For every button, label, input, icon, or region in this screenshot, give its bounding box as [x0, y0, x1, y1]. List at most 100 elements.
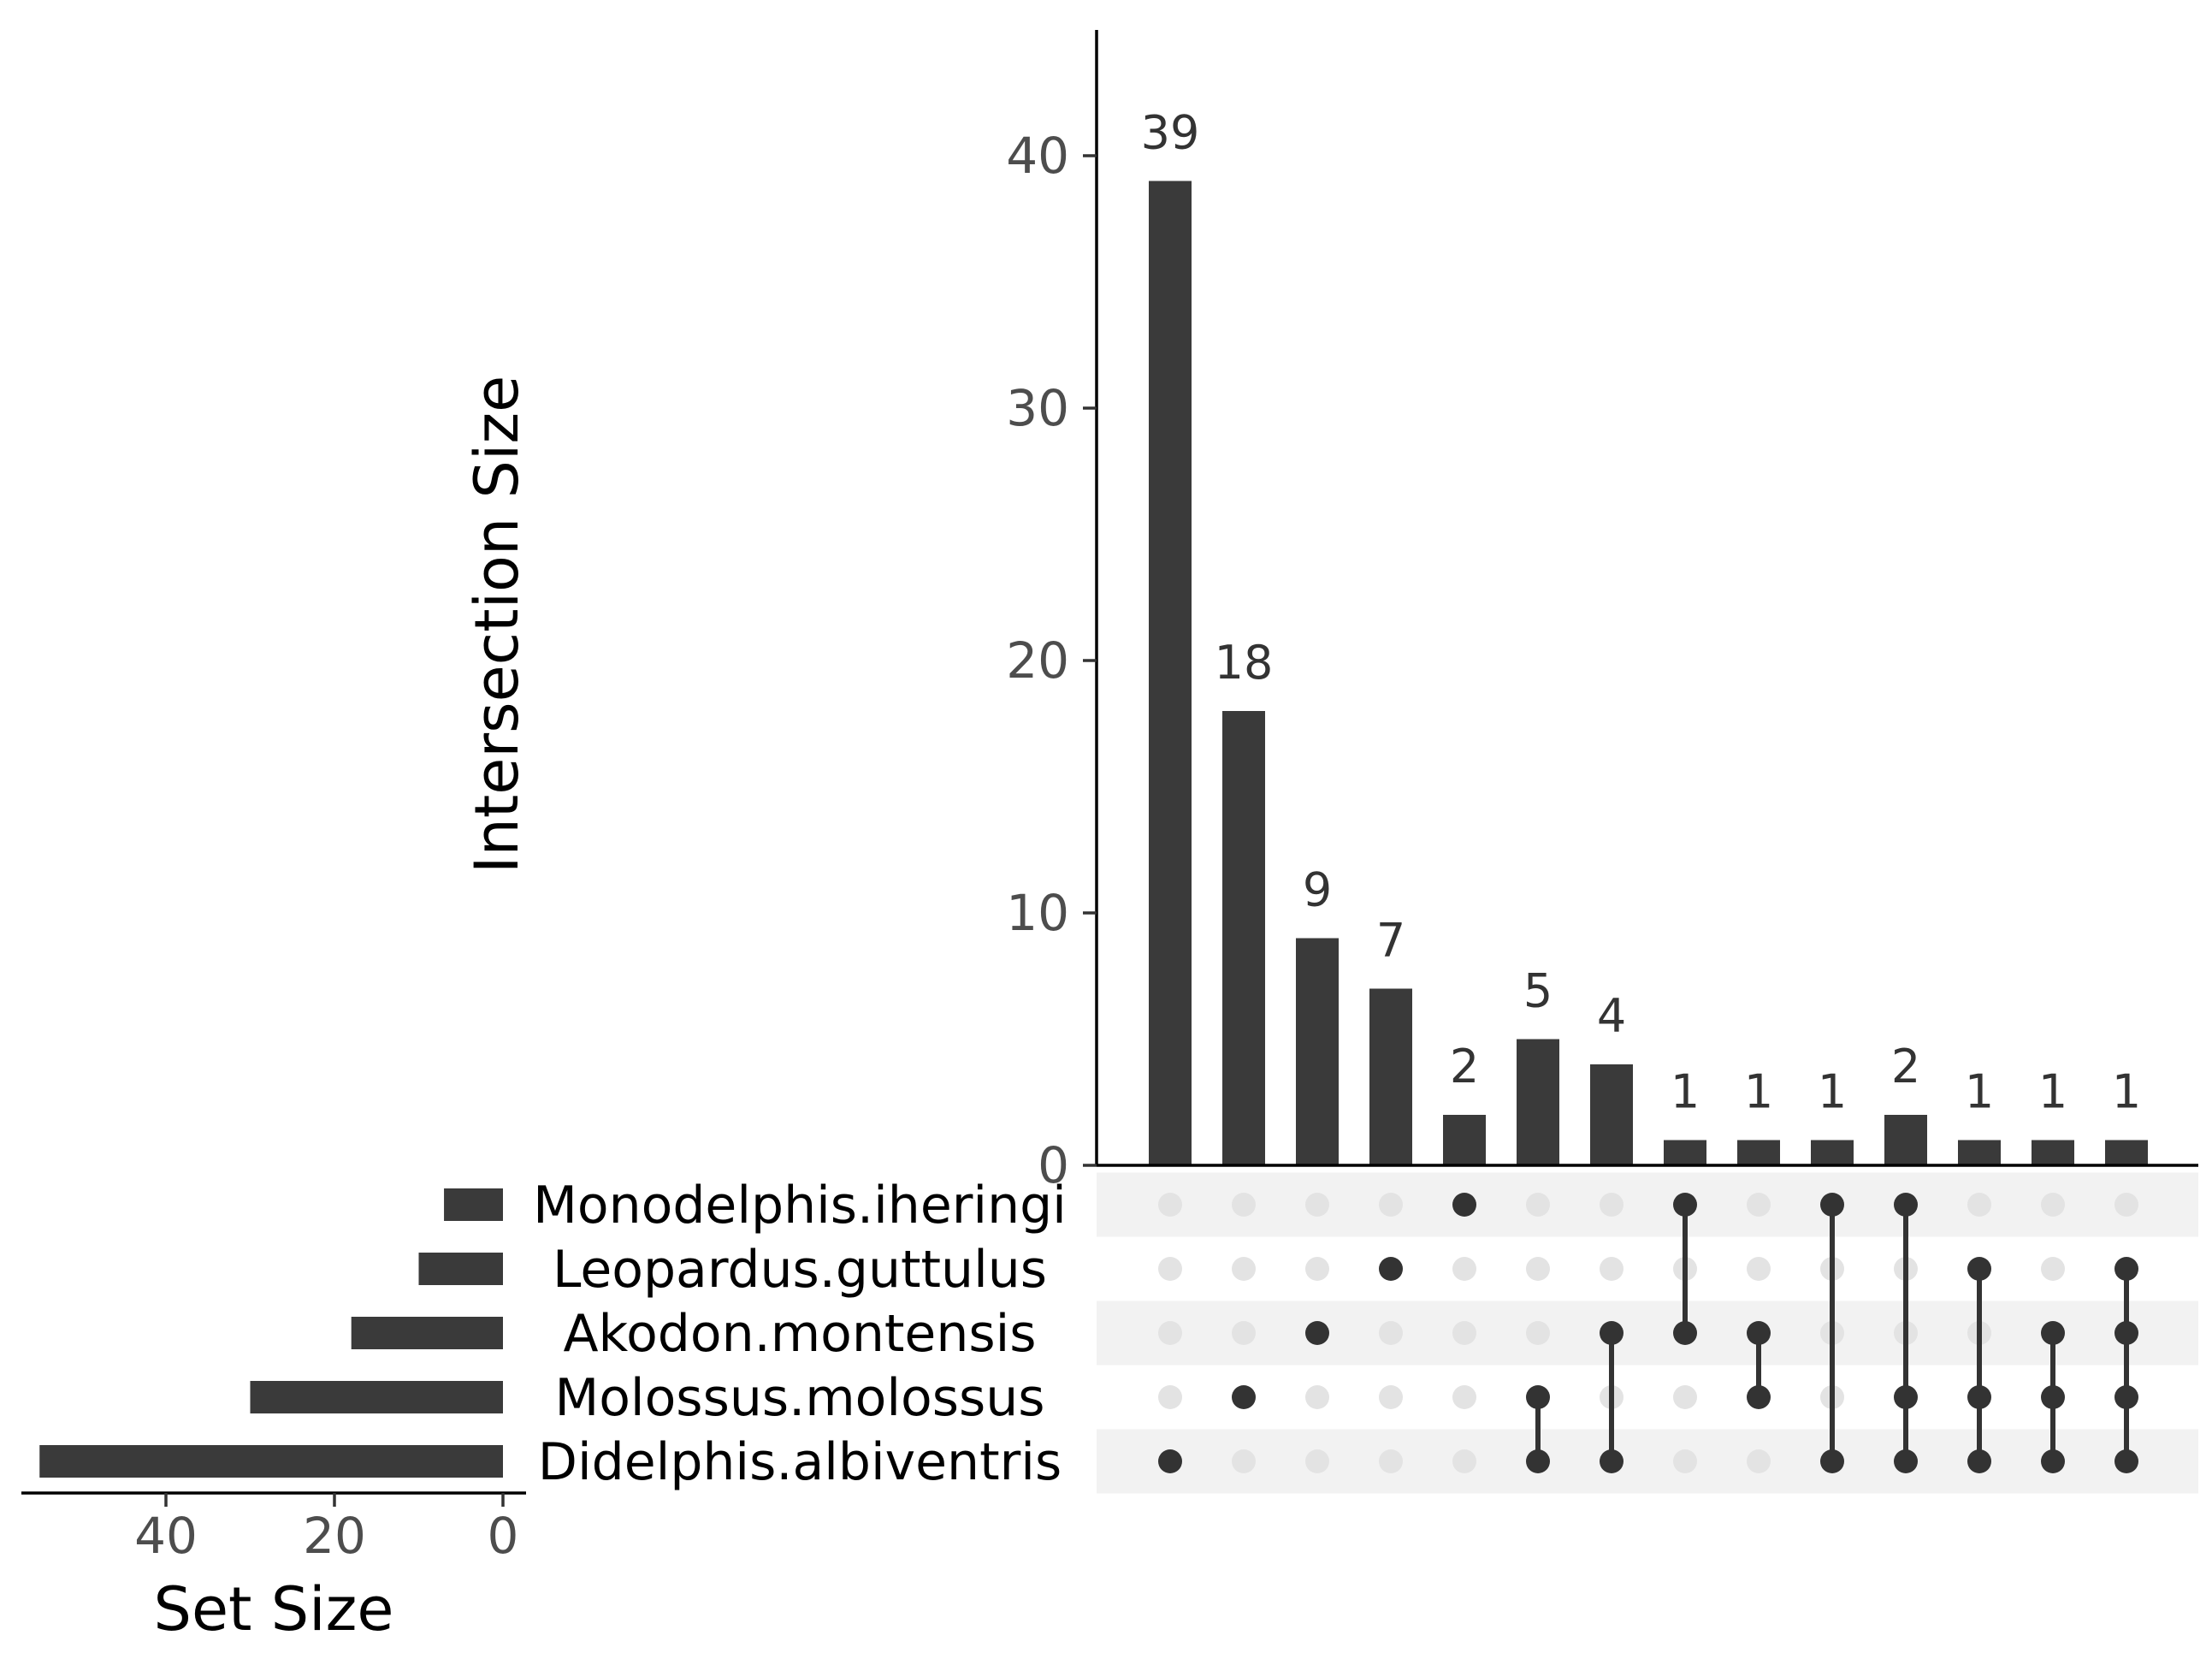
intersection-bar: [2032, 1140, 2074, 1165]
set-size-bar: [250, 1381, 503, 1413]
matrix-dot-inactive: [1158, 1321, 1182, 1345]
matrix-dot-inactive: [1747, 1449, 1771, 1473]
matrix-dot-active: [1894, 1449, 1918, 1473]
intersection-tick-label: 30: [1006, 379, 1069, 437]
intersection-bar-label: 5: [1523, 964, 1553, 1018]
intersection-bar: [1664, 1140, 1706, 1165]
intersection-bar-label: 2: [1891, 1040, 1920, 1093]
matrix-dot-active: [2114, 1257, 2138, 1281]
intersection-bar-label: 1: [2038, 1065, 2067, 1119]
set-size-bars: [39, 1188, 503, 1478]
matrix-dot-active: [2114, 1449, 2138, 1473]
intersection-bar-label: 1: [1671, 1065, 1700, 1119]
matrix-dot-active: [1673, 1321, 1697, 1345]
matrix-dot-inactive: [1379, 1385, 1403, 1409]
set-size-tick-label: 40: [134, 1507, 198, 1565]
matrix-dot-inactive: [1232, 1193, 1256, 1217]
matrix-dot-inactive: [1526, 1257, 1550, 1281]
set-size-tick-label: 20: [303, 1507, 366, 1565]
matrix-dot-inactive: [1747, 1193, 1771, 1217]
matrix-dot-inactive: [1452, 1449, 1476, 1473]
set-size-bar: [39, 1445, 503, 1478]
intersection-bar-label: 2: [1450, 1040, 1479, 1093]
matrix-dot-active: [1600, 1321, 1624, 1345]
matrix-dot-active: [1158, 1449, 1182, 1473]
intersection-bar-label: 1: [1818, 1065, 1847, 1119]
intersection-bar: [1884, 1115, 1927, 1165]
intersection-bar: [1517, 1039, 1559, 1165]
intersection-bar-label: 39: [1141, 106, 1200, 160]
matrix-dot-active: [2114, 1385, 2138, 1409]
set-label: Molossus.molossus: [554, 1368, 1044, 1428]
set-size-bar: [444, 1188, 503, 1221]
matrix-dot-inactive: [1379, 1193, 1403, 1217]
intersection-bar: [1737, 1140, 1780, 1165]
matrix-dot-active: [1526, 1449, 1550, 1473]
matrix-dot-inactive: [1158, 1385, 1182, 1409]
intersection-bar-label: 4: [1597, 989, 1626, 1043]
intersection-bars: [1149, 181, 2148, 1165]
matrix-dot-active: [1894, 1385, 1918, 1409]
matrix-dot-inactive: [1232, 1449, 1256, 1473]
matrix-dot-inactive: [1452, 1385, 1476, 1409]
set-size-bar: [418, 1253, 503, 1285]
matrix-dot-inactive: [1747, 1257, 1771, 1281]
matrix-dot-active: [1820, 1193, 1844, 1217]
set-labels: Monodelphis.iheringiLeopardus.guttulusAk…: [533, 1176, 1067, 1492]
matrix-dot-inactive: [1232, 1257, 1256, 1281]
matrix-dot-inactive: [1305, 1193, 1329, 1217]
intersection-bar: [1149, 181, 1192, 1165]
matrix-dot-active: [1820, 1449, 1844, 1473]
matrix-dot-active: [1967, 1257, 1991, 1281]
matrix-dot-inactive: [1600, 1257, 1624, 1281]
matrix-dot-active: [1305, 1321, 1329, 1345]
intersection-bar: [2105, 1140, 2148, 1165]
matrix-dot-active: [1967, 1385, 1991, 1409]
set-label: Leopardus.guttulus: [553, 1240, 1047, 1300]
matrix-dot-active: [2114, 1321, 2138, 1345]
set-label: Monodelphis.iheringi: [533, 1176, 1067, 1235]
matrix-dot-active: [1673, 1193, 1697, 1217]
matrix-dot-inactive: [2041, 1257, 2065, 1281]
intersection-axis: [1095, 30, 2198, 1167]
matrix-dot-active: [1600, 1449, 1624, 1473]
matrix-dot-inactive: [1379, 1321, 1403, 1345]
intersection-bar: [1222, 711, 1265, 1165]
matrix-dot-active: [2041, 1449, 2065, 1473]
matrix-dot-inactive: [1673, 1449, 1697, 1473]
set-label: Akodon.montensis: [563, 1304, 1036, 1364]
intersection-bar-label: 18: [1215, 636, 1274, 690]
matrix-dot-active: [2041, 1321, 2065, 1345]
intersection-matrix: [1158, 1193, 2138, 1473]
matrix-dot-inactive: [1158, 1257, 1182, 1281]
intersection-bar: [1443, 1115, 1486, 1165]
matrix-dot-inactive: [1305, 1449, 1329, 1473]
intersection-bar-label: 9: [1303, 863, 1332, 917]
matrix-stripe: [1097, 1172, 2198, 1237]
intersection-tick-label: 10: [1006, 884, 1069, 942]
set-size-bar: [351, 1317, 503, 1349]
matrix-stripes: [1097, 1172, 2198, 1494]
matrix-dot-active: [1967, 1449, 1991, 1473]
intersection-bar-label: 1: [2112, 1065, 2141, 1119]
intersection-tick-label: 40: [1006, 127, 1069, 185]
intersection-axis-title: Intersection Size: [462, 376, 532, 874]
matrix-dot-inactive: [1600, 1193, 1624, 1217]
set-label: Didelphis.albiventris: [538, 1432, 1062, 1492]
intersection-bar-label: 7: [1376, 914, 1405, 968]
intersection-bar: [1369, 988, 1412, 1165]
intersection-bar: [1958, 1140, 2001, 1165]
intersection-bar: [1590, 1064, 1633, 1165]
matrix-dot-inactive: [1305, 1257, 1329, 1281]
intersection-bar-label: 1: [1965, 1065, 1994, 1119]
matrix-dot-inactive: [2041, 1193, 2065, 1217]
intersection-tick-label: 0: [1038, 1136, 1069, 1194]
matrix-dot-inactive: [1452, 1257, 1476, 1281]
matrix-dot-inactive: [1452, 1321, 1476, 1345]
set-size-tick-label: 0: [488, 1507, 519, 1565]
matrix-dot-inactive: [1526, 1321, 1550, 1345]
matrix-dot-active: [1379, 1257, 1403, 1281]
intersection-tick-label: 20: [1006, 631, 1069, 690]
